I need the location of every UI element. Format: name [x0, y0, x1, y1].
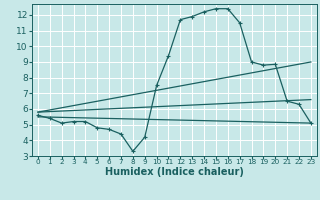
X-axis label: Humidex (Indice chaleur): Humidex (Indice chaleur): [105, 167, 244, 177]
